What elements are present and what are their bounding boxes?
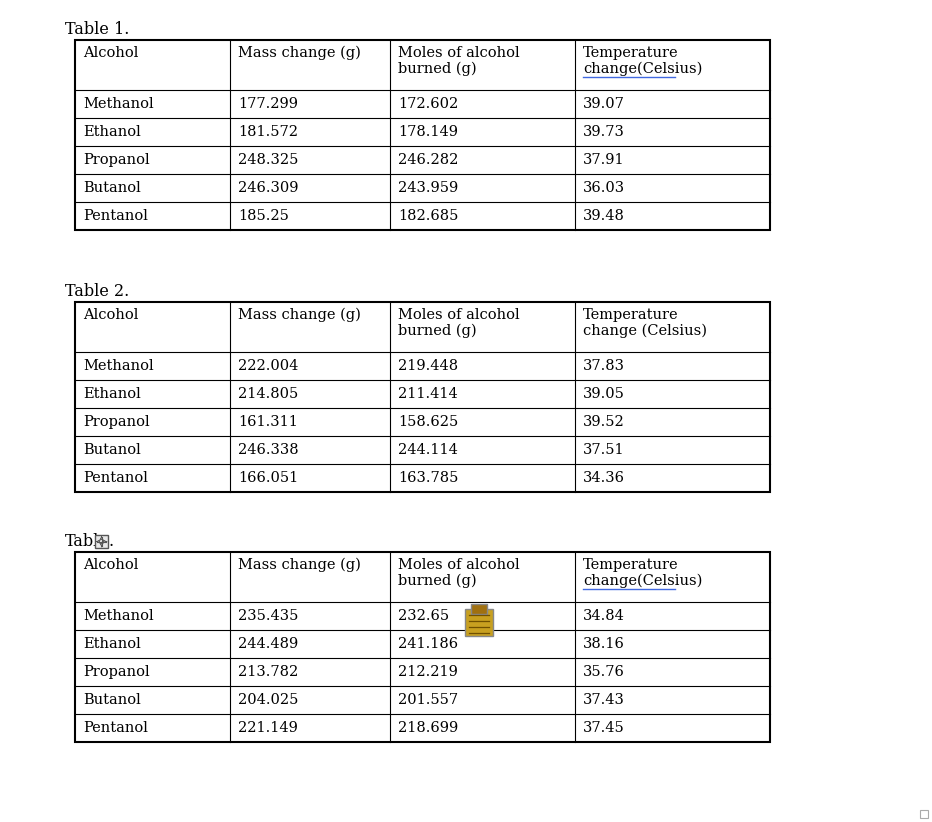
Text: 235.435: 235.435 [238, 609, 298, 623]
Text: 178.149: 178.149 [398, 125, 458, 139]
Text: Pentanol: Pentanol [83, 471, 148, 485]
Text: Methanol: Methanol [83, 97, 154, 111]
Text: 34.36: 34.36 [583, 471, 625, 485]
Text: burned (g): burned (g) [398, 62, 476, 76]
Text: Propanol: Propanol [83, 665, 150, 679]
Text: change(Celsius): change(Celsius) [583, 62, 703, 76]
Text: Methanol: Methanol [83, 359, 154, 373]
Text: 244.114: 244.114 [398, 443, 458, 457]
Text: Temperature: Temperature [583, 558, 678, 572]
Text: Moles of alcohol: Moles of alcohol [398, 308, 520, 322]
Text: Ethanol: Ethanol [83, 637, 141, 651]
Bar [920, 810, 928, 818]
Text: 212.219: 212.219 [398, 665, 458, 679]
Text: Methanol: Methanol [83, 609, 154, 623]
Text: 246.282: 246.282 [398, 153, 459, 167]
Text: 232.65: 232.65 [398, 609, 449, 623]
Text: 211.414: 211.414 [398, 387, 458, 401]
Text: 39.52: 39.52 [583, 415, 624, 429]
Text: Propanol: Propanol [83, 153, 150, 167]
Text: Butanol: Butanol [83, 443, 141, 457]
Text: 163.785: 163.785 [398, 471, 459, 485]
Text: 248.325: 248.325 [238, 153, 298, 167]
Text: 37.91: 37.91 [583, 153, 624, 167]
Text: 161.311: 161.311 [238, 415, 298, 429]
Text: Temperature: Temperature [583, 308, 678, 322]
Text: Tabl: Tabl [65, 533, 100, 550]
Text: 35.76: 35.76 [583, 665, 624, 679]
Text: Alcohol: Alcohol [83, 308, 138, 322]
Text: Ethanol: Ethanol [83, 125, 141, 139]
Text: 34.84: 34.84 [583, 609, 624, 623]
Text: 244.489: 244.489 [238, 637, 298, 651]
Text: Mass change (g): Mass change (g) [238, 558, 361, 572]
Text: Pentanol: Pentanol [83, 209, 148, 223]
Text: 37.51: 37.51 [583, 443, 624, 457]
Text: 37.83: 37.83 [583, 359, 625, 373]
Text: 36.03: 36.03 [583, 181, 625, 195]
Text: Table 2.: Table 2. [65, 283, 130, 300]
Text: Alcohol: Alcohol [83, 46, 138, 60]
Bar [75, 552, 770, 742]
Text: 204.025: 204.025 [238, 693, 298, 707]
Text: 39.05: 39.05 [583, 387, 624, 401]
Text: 37.43: 37.43 [583, 693, 624, 707]
Text: 37.45: 37.45 [583, 721, 624, 735]
Bar [465, 609, 493, 636]
Text: 213.782: 213.782 [238, 665, 298, 679]
Text: Alcohol: Alcohol [83, 558, 138, 572]
Text: 181.572: 181.572 [238, 125, 298, 139]
Text: 241.186: 241.186 [398, 637, 459, 651]
Text: Moles of alcohol: Moles of alcohol [398, 46, 520, 60]
Text: .: . [109, 533, 114, 550]
Text: 158.625: 158.625 [398, 415, 459, 429]
Text: 246.338: 246.338 [238, 443, 298, 457]
Text: 185.25: 185.25 [238, 209, 289, 223]
Text: Butanol: Butanol [83, 181, 141, 195]
Text: Mass change (g): Mass change (g) [238, 308, 361, 322]
Text: Pentanol: Pentanol [83, 721, 148, 735]
Text: 166.051: 166.051 [238, 471, 298, 485]
Text: 246.309: 246.309 [238, 181, 298, 195]
Text: 39.07: 39.07 [583, 97, 624, 111]
Text: Ethanol: Ethanol [83, 387, 141, 401]
Text: change (Celsius): change (Celsius) [583, 324, 707, 339]
Text: 222.004: 222.004 [238, 359, 298, 373]
Bar [75, 40, 770, 230]
Text: 201.557: 201.557 [398, 693, 459, 707]
Bar [471, 604, 487, 614]
Text: change(Celsius): change(Celsius) [583, 574, 703, 589]
Text: 221.149: 221.149 [238, 721, 298, 735]
Text: burned (g): burned (g) [398, 574, 476, 589]
Text: 177.299: 177.299 [238, 97, 298, 111]
Text: Propanol: Propanol [83, 415, 150, 429]
Bar [95, 535, 108, 548]
Text: Temperature: Temperature [583, 46, 678, 60]
Text: 182.685: 182.685 [398, 209, 459, 223]
Text: burned (g): burned (g) [398, 324, 476, 339]
Text: 39.73: 39.73 [583, 125, 624, 139]
Text: Table 1.: Table 1. [65, 21, 130, 38]
Text: 39.48: 39.48 [583, 209, 624, 223]
Text: 38.16: 38.16 [583, 637, 624, 651]
Bar [75, 302, 770, 492]
Text: 218.699: 218.699 [398, 721, 459, 735]
Text: Mass change (g): Mass change (g) [238, 46, 361, 60]
Text: 214.805: 214.805 [238, 387, 298, 401]
Text: Moles of alcohol: Moles of alcohol [398, 558, 520, 572]
Text: 243.959: 243.959 [398, 181, 459, 195]
Text: Butanol: Butanol [83, 693, 141, 707]
Text: 172.602: 172.602 [398, 97, 459, 111]
Text: 219.448: 219.448 [398, 359, 459, 373]
